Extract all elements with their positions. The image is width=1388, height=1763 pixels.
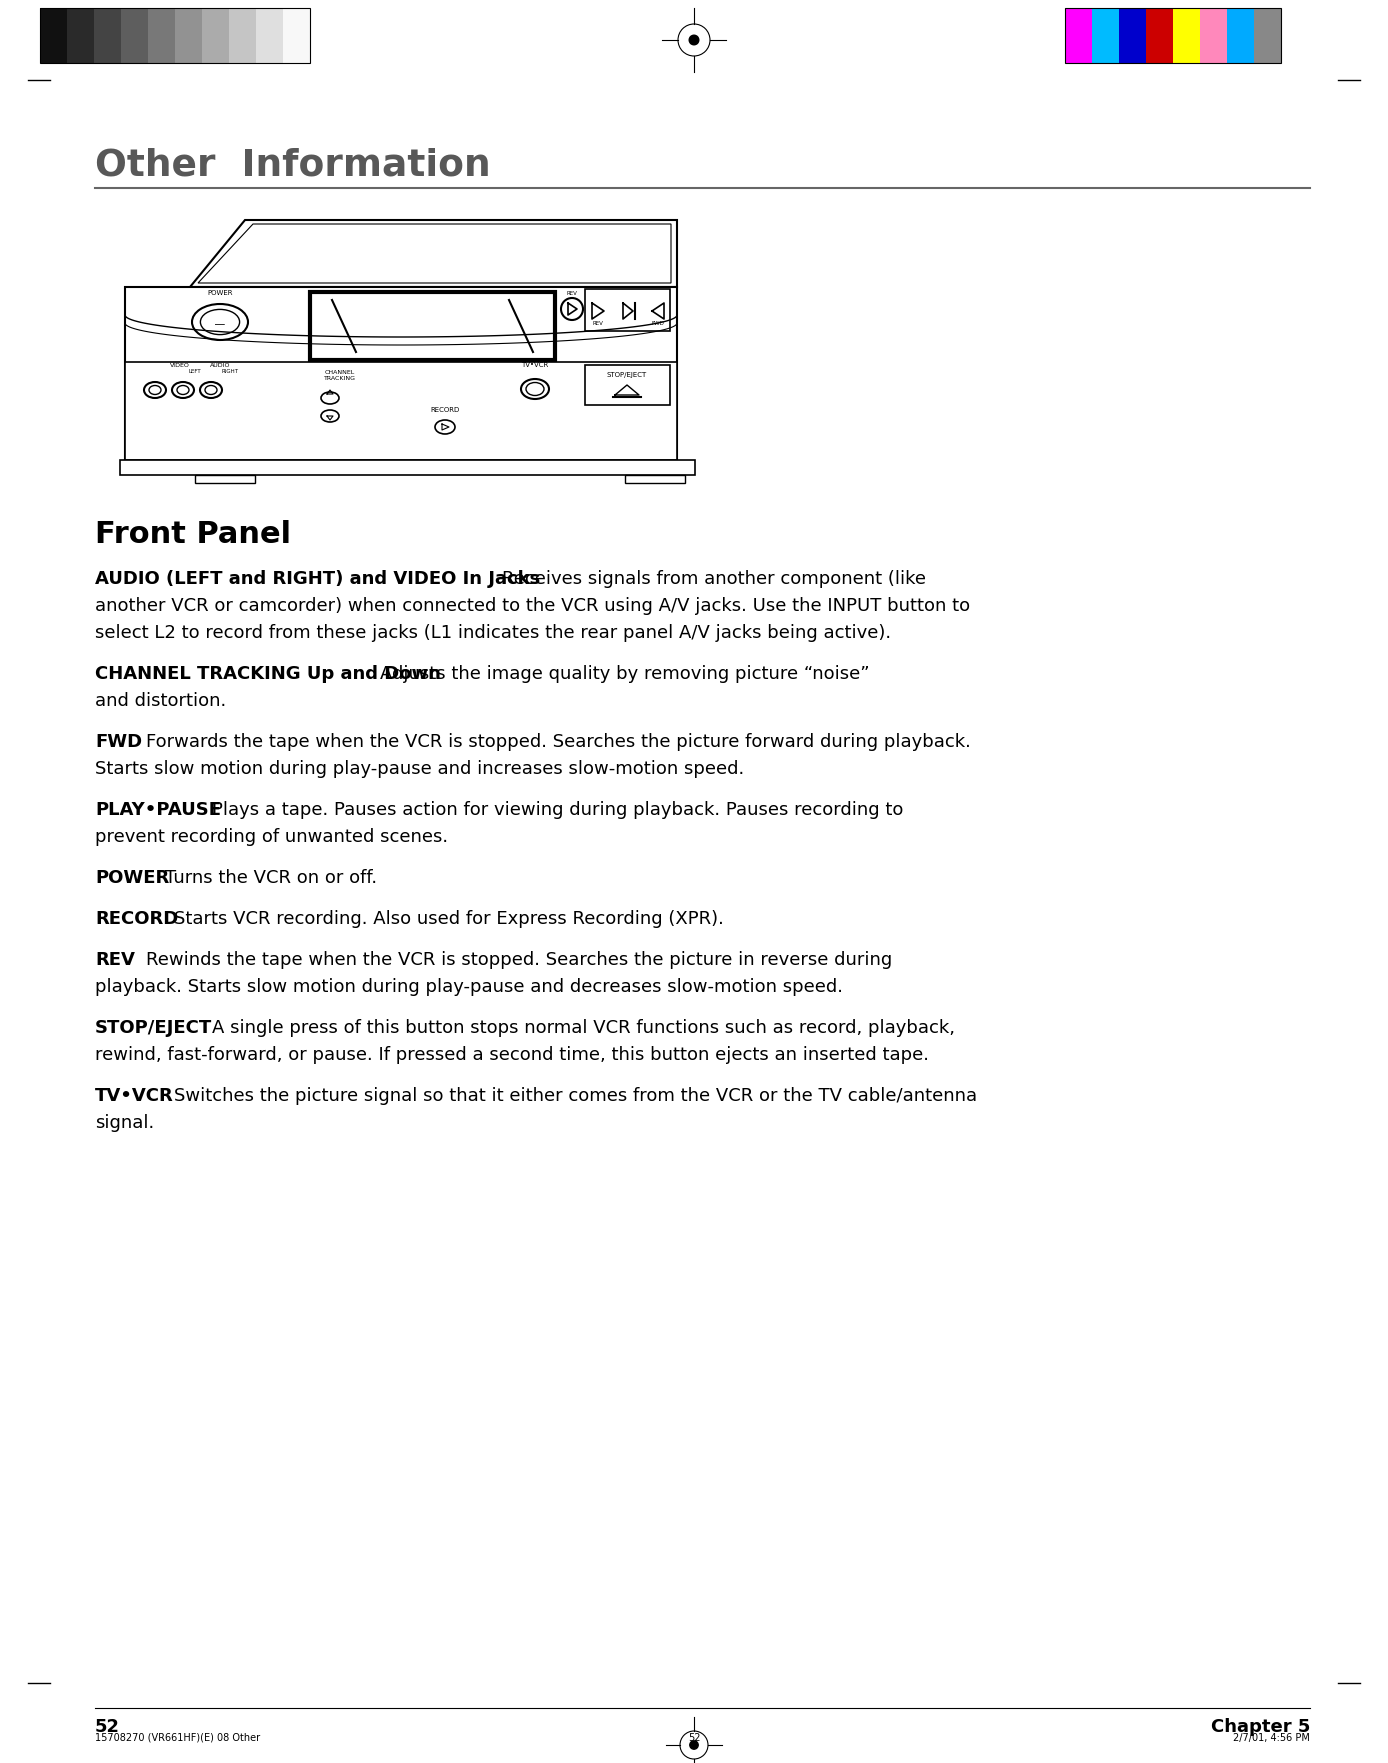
Text: prevent recording of unwanted scenes.: prevent recording of unwanted scenes. <box>94 829 448 846</box>
Text: LEFT: LEFT <box>189 368 201 374</box>
Text: Starts VCR recording. Also used for Express Recording (XPR).: Starts VCR recording. Also used for Expr… <box>151 910 725 927</box>
Text: Starts slow motion during play-pause and increases slow-motion speed.: Starts slow motion during play-pause and… <box>94 760 744 777</box>
Text: Rewinds the tape when the VCR is stopped. Searches the picture in reverse during: Rewinds the tape when the VCR is stopped… <box>124 950 892 970</box>
Bar <box>94 9 121 63</box>
Circle shape <box>690 1740 698 1749</box>
Text: Other  Information: Other Information <box>94 148 490 183</box>
Text: Plays a tape. Pauses action for viewing during playback. Pauses recording to: Plays a tape. Pauses action for viewing … <box>189 800 904 820</box>
Text: another VCR or camcorder) when connected to the VCR using A/V jacks. Use the INP: another VCR or camcorder) when connected… <box>94 598 970 615</box>
Text: Adjusts the image quality by removing picture “noise”: Adjusts the image quality by removing pi… <box>357 665 870 682</box>
Ellipse shape <box>172 383 194 398</box>
Text: 15708270 (VR661HF)(E) 08 Other: 15708270 (VR661HF)(E) 08 Other <box>94 1733 260 1744</box>
Ellipse shape <box>144 383 167 398</box>
Text: CHANNEL
TRACKING: CHANNEL TRACKING <box>323 370 355 381</box>
Bar <box>1173 9 1201 63</box>
Bar <box>1119 9 1146 63</box>
Text: STOP/EJECT: STOP/EJECT <box>94 1019 212 1037</box>
Text: RECORD: RECORD <box>94 910 178 927</box>
Ellipse shape <box>526 383 544 395</box>
Bar <box>283 9 310 63</box>
Circle shape <box>690 35 698 44</box>
Ellipse shape <box>520 379 550 398</box>
Bar <box>1146 9 1173 63</box>
Ellipse shape <box>321 411 339 421</box>
Text: RECORD: RECORD <box>430 407 459 413</box>
Bar <box>1201 9 1227 63</box>
Bar <box>149 9 175 63</box>
Text: rewind, fast-forward, or pause. If pressed a second time, this button ejects an : rewind, fast-forward, or pause. If press… <box>94 1045 929 1065</box>
Text: CHANNEL TRACKING Up and Down: CHANNEL TRACKING Up and Down <box>94 665 441 682</box>
Bar <box>203 9 229 63</box>
Bar <box>310 293 555 360</box>
Bar <box>67 9 94 63</box>
Text: POWER: POWER <box>94 869 169 887</box>
Text: Front Panel: Front Panel <box>94 520 291 548</box>
Text: 52: 52 <box>687 1733 701 1744</box>
Bar <box>175 9 203 63</box>
Text: Chapter 5: Chapter 5 <box>1210 1717 1310 1737</box>
Ellipse shape <box>434 420 455 434</box>
Text: REV: REV <box>94 950 135 970</box>
Ellipse shape <box>192 303 248 340</box>
Ellipse shape <box>149 386 161 395</box>
Ellipse shape <box>178 386 189 395</box>
Bar <box>40 9 310 63</box>
Bar <box>229 9 255 63</box>
Text: Receives signals from another component (like: Receives signals from another component … <box>479 569 926 589</box>
Text: REV: REV <box>566 291 577 296</box>
Bar <box>1065 9 1092 63</box>
Text: RIGHT: RIGHT <box>222 368 239 374</box>
Text: 52: 52 <box>94 1717 119 1737</box>
Ellipse shape <box>200 309 240 335</box>
Text: AUDIO: AUDIO <box>210 363 230 368</box>
Bar <box>125 361 677 460</box>
Bar <box>314 296 551 356</box>
Text: Switches the picture signal so that it either comes from the VCR or the TV cable: Switches the picture signal so that it e… <box>151 1088 977 1105</box>
Text: A single press of this button stops normal VCR functions such as record, playbac: A single press of this button stops norm… <box>189 1019 955 1037</box>
Text: Turns the VCR on or off.: Turns the VCR on or off. <box>142 869 378 887</box>
Bar <box>1253 9 1281 63</box>
Text: and distortion.: and distortion. <box>94 693 226 710</box>
Text: signal.: signal. <box>94 1114 154 1132</box>
Text: select L2 to record from these jacks (L1 indicates the rear panel A/V jacks bein: select L2 to record from these jacks (L1… <box>94 624 891 642</box>
Bar <box>125 287 677 460</box>
Bar <box>255 9 283 63</box>
Bar <box>1227 9 1253 63</box>
Bar <box>625 474 686 483</box>
Text: POWER: POWER <box>207 289 233 296</box>
Text: TV•VCR: TV•VCR <box>94 1088 174 1105</box>
Text: VIDEO: VIDEO <box>171 363 190 368</box>
Text: AUDIO (LEFT and RIGHT) and VIDEO In Jacks: AUDIO (LEFT and RIGHT) and VIDEO In Jack… <box>94 569 540 589</box>
Bar <box>584 365 670 405</box>
Text: Forwards the tape when the VCR is stopped. Searches the picture forward during p: Forwards the tape when the VCR is stoppe… <box>124 733 972 751</box>
Bar <box>1092 9 1119 63</box>
Text: STOP/EJECT: STOP/EJECT <box>607 372 647 377</box>
Text: PLAY•PAUSE: PLAY•PAUSE <box>94 800 221 820</box>
Bar <box>40 9 67 63</box>
Ellipse shape <box>321 391 339 404</box>
Text: ―: ― <box>215 319 225 330</box>
Bar <box>194 474 255 483</box>
Ellipse shape <box>200 383 222 398</box>
Text: 2/7/01, 4:56 PM: 2/7/01, 4:56 PM <box>1233 1733 1310 1744</box>
Text: FWD: FWD <box>94 733 142 751</box>
Text: FWD: FWD <box>651 321 665 326</box>
Text: playback. Starts slow motion during play-pause and decreases slow-motion speed.: playback. Starts slow motion during play… <box>94 978 843 996</box>
Ellipse shape <box>205 386 217 395</box>
Ellipse shape <box>561 298 583 321</box>
Text: REV: REV <box>593 321 604 326</box>
Polygon shape <box>190 220 677 287</box>
Text: TV•VCR: TV•VCR <box>522 361 548 368</box>
Bar <box>584 289 670 331</box>
Bar <box>119 460 695 474</box>
Bar <box>1065 9 1281 63</box>
Bar <box>121 9 149 63</box>
